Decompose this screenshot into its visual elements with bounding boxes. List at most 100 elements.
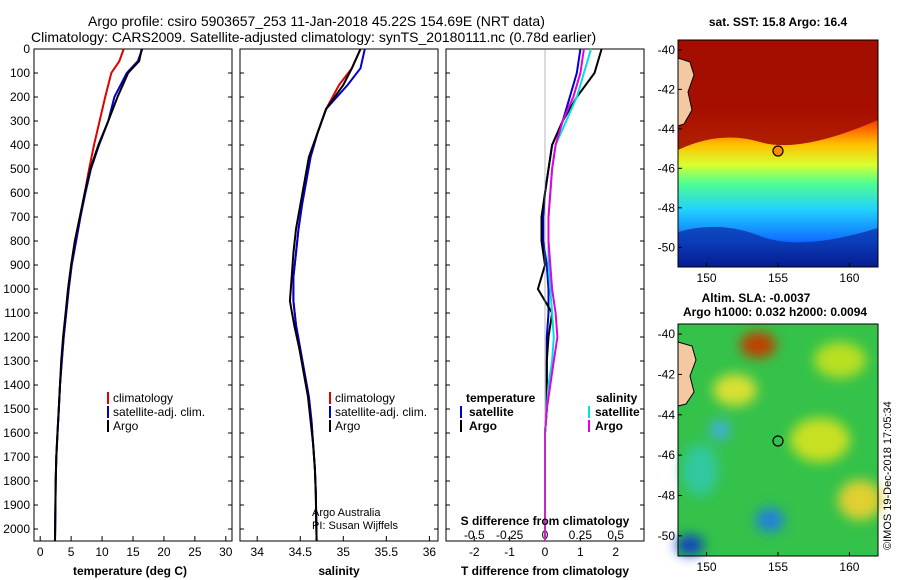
depth-axis: 0 100 200 300 400 500 600 700 800 900 1000 1100 1200… bbox=[3, 42, 644, 536]
depth-tick-label: 1400 bbox=[3, 378, 30, 392]
sst-land-tasmania bbox=[677, 57, 695, 127]
x-tick-label: -2 bbox=[469, 545, 480, 559]
series-t-argo bbox=[536, 48, 603, 541]
sst-map-axes: 150 155 160 -40 -42 -44 -46 -48 -50 bbox=[658, 43, 860, 285]
legend-s-argo: Argo bbox=[595, 419, 623, 433]
x-tick-label: 34.5 bbox=[289, 545, 313, 559]
series-climatology bbox=[292, 48, 362, 542]
depth-tick-label: 200 bbox=[10, 90, 30, 104]
map-y-tick-label: -42 bbox=[658, 82, 676, 96]
x-tick-label: 2 bbox=[612, 545, 619, 559]
sla-anomalies bbox=[676, 332, 882, 555]
map-y-tick-label: -40 bbox=[658, 327, 676, 341]
series-climatology bbox=[54, 48, 125, 542]
depth-tick-label: 1700 bbox=[3, 450, 30, 464]
x-tick-label: 35 bbox=[337, 545, 351, 559]
title-line-2: Climatology: CARS2009. Satellite-adjuste… bbox=[31, 29, 596, 45]
sst-warm-region bbox=[678, 40, 878, 150]
temperature-legend: climatology satellite-adj. clim. Argo bbox=[107, 391, 205, 433]
map-x-tick-label: 160 bbox=[839, 271, 859, 285]
legend-temperature-title: temperature bbox=[466, 391, 536, 405]
legend-t-satellite: satellite bbox=[469, 405, 514, 419]
x-tick-label: 0 bbox=[37, 545, 44, 559]
temperature-xlabel: temperature (deg C) bbox=[73, 564, 187, 578]
salinity-xlabel: salinity bbox=[318, 564, 360, 578]
depth-tick-label: 2000 bbox=[3, 522, 30, 536]
x-tick-label: 36 bbox=[423, 545, 437, 559]
legend-satellite: satellite-adj. clim. bbox=[113, 405, 205, 419]
map-y-tick-label: -44 bbox=[658, 122, 676, 136]
map-x-tick-label: 150 bbox=[697, 271, 717, 285]
legend-salinity-title: salinity bbox=[596, 391, 638, 405]
map-y-tick-label: -50 bbox=[658, 529, 676, 543]
legend-climatology: climatology bbox=[113, 391, 173, 405]
legend-t-argo: Argo bbox=[469, 419, 497, 433]
x-tick-label: 30 bbox=[219, 545, 233, 559]
map-x-tick-label: 150 bbox=[697, 560, 717, 574]
series-s-satellite bbox=[544, 48, 592, 541]
s-difference-label: S difference from climatology bbox=[461, 514, 630, 528]
credit-argo-australia: Argo Australia bbox=[312, 507, 381, 519]
map-y-tick-label: -42 bbox=[658, 367, 676, 381]
legend-argo: Argo bbox=[113, 419, 139, 433]
legend-satellite: satellite-adj. clim. bbox=[335, 405, 427, 419]
depth-tick-label: 1000 bbox=[3, 282, 30, 296]
map-x-tick-label: 155 bbox=[768, 271, 788, 285]
s-tick-label: 0.25 bbox=[569, 528, 593, 542]
salinity-legend: climatology satellite-adj. clim. Argo bbox=[329, 391, 427, 433]
depth-tick-label: 500 bbox=[10, 162, 30, 176]
s-tick-label: 0.5 bbox=[607, 528, 624, 542]
salinity-x-axis: 34 34.5 35 35.5 36 bbox=[251, 536, 437, 559]
legend-argo: Argo bbox=[335, 419, 361, 433]
legend-s-satellite: satellite bbox=[595, 405, 640, 419]
depth-tick-label: 700 bbox=[10, 210, 30, 224]
depth-tick-label: 900 bbox=[10, 258, 30, 272]
map-y-tick-label: -44 bbox=[658, 408, 676, 422]
x-tick-label: 35.5 bbox=[375, 545, 399, 559]
depth-tick-label: 300 bbox=[10, 114, 30, 128]
map-y-tick-label: -50 bbox=[658, 240, 676, 254]
x-tick-label: 15 bbox=[126, 545, 140, 559]
salinity-panel-frame bbox=[239, 48, 439, 542]
sla-map-title-1: Altim. SLA: -0.0037 bbox=[702, 291, 811, 305]
depth-tick-label: 400 bbox=[10, 138, 30, 152]
map-y-tick-label: -46 bbox=[658, 161, 676, 175]
x-tick-label: 0 bbox=[542, 545, 549, 559]
difference-x-axis: -2 -1 0 1 2 bbox=[469, 536, 619, 559]
depth-tick-label: 600 bbox=[10, 186, 30, 200]
depth-tick-label: 1900 bbox=[3, 498, 30, 512]
map-y-tick-label: -40 bbox=[658, 43, 676, 57]
temperature-panel-frame bbox=[33, 48, 233, 542]
legend-climatology: climatology bbox=[335, 391, 395, 405]
sst-map-title: sat. SST: 15.8 Argo: 16.4 bbox=[709, 15, 848, 29]
x-tick-label: 5 bbox=[68, 545, 75, 559]
sst-cold-region bbox=[678, 226, 878, 267]
x-tick-label: 20 bbox=[157, 545, 171, 559]
depth-tick-label: 1800 bbox=[3, 474, 30, 488]
sla-map-axes: 150 155 160 -40 -42 -44 -46 -48 -50 bbox=[658, 327, 860, 574]
x-tick-label: 34 bbox=[251, 545, 265, 559]
x-tick-label: 1 bbox=[577, 545, 584, 559]
x-tick-label: 25 bbox=[188, 545, 202, 559]
sst-map bbox=[677, 39, 879, 268]
s-tick-label: -0.5 bbox=[464, 528, 485, 542]
map-y-tick-label: -48 bbox=[658, 488, 676, 502]
depth-tick-label: 0 bbox=[23, 42, 30, 56]
temperature-x-axis: 0 5 10 15 20 25 30 bbox=[37, 536, 233, 559]
x-tick-label: 10 bbox=[95, 545, 109, 559]
map-y-tick-label: -46 bbox=[658, 448, 676, 462]
depth-tick-label: 1200 bbox=[3, 330, 30, 344]
depth-tick-label: 1300 bbox=[3, 354, 30, 368]
x-tick-label: -1 bbox=[504, 545, 515, 559]
sst-argo-marker bbox=[772, 145, 784, 157]
map-x-tick-label: 155 bbox=[768, 560, 788, 574]
depth-tick-label: 1100 bbox=[4, 306, 30, 320]
series-argo bbox=[288, 48, 362, 542]
sla-land-tasmania bbox=[677, 341, 697, 407]
difference-legend: temperature satellite Argo salinity sate… bbox=[460, 391, 640, 433]
depth-tick-label: 100 bbox=[10, 66, 30, 80]
sla-map bbox=[676, 323, 882, 557]
profile-series bbox=[54, 48, 603, 542]
series-satellite-adj-clim- bbox=[292, 48, 366, 542]
